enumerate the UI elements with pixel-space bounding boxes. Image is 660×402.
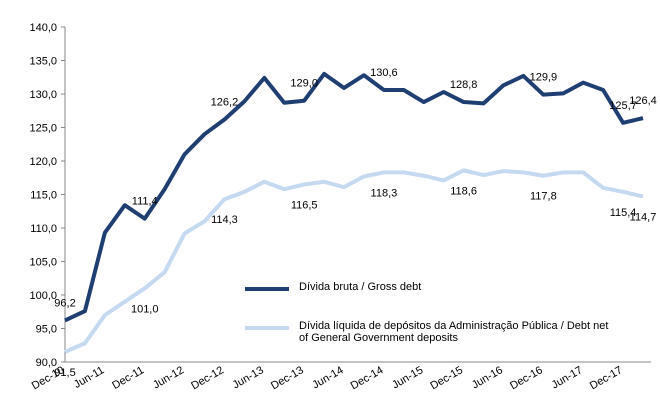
x-tick-label: Dec-15 xyxy=(428,364,465,392)
x-tick-label: Jun-11 xyxy=(72,364,106,391)
data-label: 129,0 xyxy=(290,78,318,90)
x-tick-label: Dec-13 xyxy=(269,364,306,392)
series-line xyxy=(64,168,644,354)
x-tick-label: Dec-12 xyxy=(189,364,226,392)
y-tick-label: 105,0 xyxy=(29,257,57,269)
x-tick-label: Jun-14 xyxy=(310,364,345,391)
x-tick-label: Jun-17 xyxy=(550,364,585,391)
data-label: 118,3 xyxy=(371,187,398,199)
y-tick-label: 130,0 xyxy=(29,89,57,101)
y-tick-label: 110,0 xyxy=(30,223,57,235)
legend-label: Dívida líquida de depósitos da Administr… xyxy=(299,320,609,344)
y-tick-label: 125,0 xyxy=(29,123,57,135)
data-label: 118,6 xyxy=(450,185,477,197)
data-label: 101,0 xyxy=(131,303,159,315)
y-tick-label: 140,0 xyxy=(29,22,57,34)
data-label: 129,9 xyxy=(530,72,558,84)
y-tick-label: 120,0 xyxy=(29,156,57,168)
x-tick-label: Dec-16 xyxy=(508,364,545,392)
legend-swatch xyxy=(245,287,289,291)
x-tick-label: Jun-15 xyxy=(390,364,425,391)
data-label: 130,6 xyxy=(370,67,398,79)
data-label: 126,2 xyxy=(211,96,239,108)
data-label: 116,5 xyxy=(291,199,318,211)
data-label: 91,5 xyxy=(54,367,75,379)
x-tick-label: Jun-12 xyxy=(151,364,186,391)
x-tick-label: Dec-17 xyxy=(588,364,625,392)
data-label: 117,8 xyxy=(530,191,557,203)
data-label: 128,8 xyxy=(450,79,478,91)
x-tick-label: Jun-13 xyxy=(231,364,266,391)
data-label: 126,4 xyxy=(629,95,657,107)
x-tick-label: Dec-11 xyxy=(110,364,146,392)
data-label: 115,4 xyxy=(610,207,637,219)
legend-item: Dívida bruta / Gross debt xyxy=(245,281,615,293)
x-tick-label: Jun-16 xyxy=(470,364,505,391)
data-label: 114,3 xyxy=(211,214,238,226)
data-label: 96,2 xyxy=(54,297,75,309)
series-line xyxy=(64,71,644,323)
y-tick-label: 115,0 xyxy=(30,190,57,202)
data-label: 114,7 xyxy=(630,212,657,224)
legend-item: Dívida líquida de depósitos da Administr… xyxy=(245,320,615,344)
data-label: 125,7 xyxy=(609,100,637,112)
data-label: 111,4 xyxy=(132,196,158,208)
y-tick-label: 90,0 xyxy=(36,357,57,369)
x-tick-label: Dec-14 xyxy=(349,364,386,392)
y-tick-label: 135,0 xyxy=(29,56,57,68)
legend-swatch xyxy=(245,326,289,330)
y-tick-label: 100,0 xyxy=(29,290,57,302)
legend-label: Dívida bruta / Gross debt xyxy=(299,281,422,293)
y-tick-label: 95,0 xyxy=(36,324,57,336)
